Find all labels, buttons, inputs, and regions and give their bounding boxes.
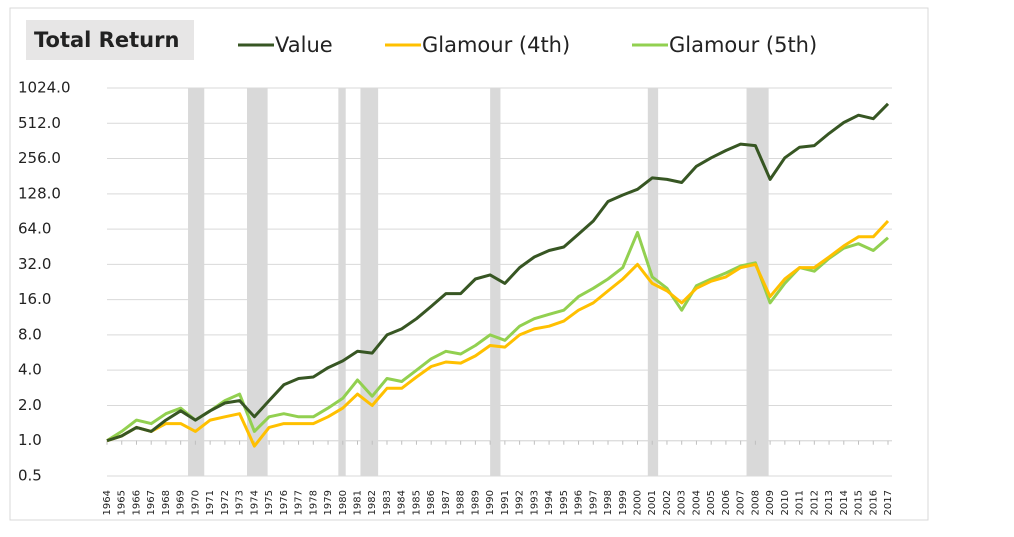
title-background bbox=[26, 20, 194, 60]
legend-label: Glamour (4th) bbox=[422, 33, 570, 57]
series-line bbox=[106, 219, 890, 448]
x-tick-label: 2007 bbox=[736, 490, 747, 515]
x-tick-label: 1999 bbox=[618, 490, 629, 515]
x-tick-label: 2014 bbox=[839, 490, 850, 515]
shaded-period bbox=[188, 88, 205, 476]
x-tick-label: 1974 bbox=[249, 490, 260, 515]
y-tick-label: 1.0 bbox=[18, 431, 42, 449]
x-tick-label: 2006 bbox=[721, 490, 732, 515]
x-tick-label: 1969 bbox=[176, 490, 187, 515]
x-tick-label: 1996 bbox=[574, 490, 585, 515]
x-tick-label: 1981 bbox=[353, 490, 364, 515]
x-tick-label: 1966 bbox=[131, 490, 142, 515]
x-tick-label: 1987 bbox=[441, 490, 452, 515]
x-tick-label: 1976 bbox=[279, 490, 290, 515]
x-tick-label: 2003 bbox=[677, 490, 688, 515]
x-tick-label: 1984 bbox=[397, 490, 408, 515]
x-tick-label: 1979 bbox=[323, 490, 334, 515]
x-tick-label: 1965 bbox=[117, 490, 128, 515]
legend-label: Glamour (5th) bbox=[669, 33, 817, 57]
y-tick-label: 0.5 bbox=[18, 467, 42, 485]
x-tick-label: 2011 bbox=[795, 490, 806, 515]
y-tick-label: 8.0 bbox=[18, 325, 42, 343]
x-tick-label: 2008 bbox=[750, 490, 761, 515]
x-tick-label: 1968 bbox=[161, 490, 172, 515]
shaded-period bbox=[746, 88, 769, 476]
x-tick-label: 1986 bbox=[426, 490, 437, 515]
shaded-period bbox=[360, 88, 379, 476]
legend-label: Value bbox=[275, 33, 333, 57]
shaded-period bbox=[338, 88, 346, 476]
chart-title: Total Return bbox=[34, 28, 179, 52]
y-tick-label: 512.0 bbox=[18, 114, 61, 132]
x-tick-label: 1972 bbox=[220, 490, 231, 515]
x-tick-label: 2005 bbox=[706, 490, 717, 515]
y-tick-label: 1024.0 bbox=[18, 79, 71, 97]
x-tick-label: 1988 bbox=[456, 490, 467, 515]
x-tick-label: 1992 bbox=[515, 490, 526, 515]
x-tick-label: 1973 bbox=[235, 490, 246, 515]
x-tick-label: 1998 bbox=[603, 490, 614, 515]
x-tick-label: 1995 bbox=[559, 490, 570, 515]
x-tick-label: 2013 bbox=[824, 490, 835, 515]
x-tick-label: 2009 bbox=[765, 490, 776, 515]
x-tick-label: 1978 bbox=[308, 490, 319, 515]
x-tick-label: 1971 bbox=[205, 490, 216, 515]
x-tick-label: 1964 bbox=[102, 490, 113, 515]
shaded-period bbox=[490, 88, 501, 476]
x-tick-label: 2012 bbox=[809, 490, 820, 515]
series-line bbox=[106, 102, 890, 443]
x-tick-label: 2010 bbox=[780, 490, 791, 515]
shaded-period bbox=[246, 88, 268, 476]
y-tick-label: 128.0 bbox=[18, 184, 61, 202]
x-tick-label: 1989 bbox=[470, 490, 481, 515]
x-tick-label: 2004 bbox=[691, 490, 702, 515]
x-tick-label: 1985 bbox=[411, 490, 422, 515]
x-tick-label: 2002 bbox=[662, 490, 673, 515]
x-tick-label: 1990 bbox=[485, 490, 496, 515]
x-tick-label: 2015 bbox=[854, 490, 865, 515]
x-tick-label: 1991 bbox=[500, 490, 511, 515]
x-tick-label: 2000 bbox=[632, 490, 643, 515]
x-tick-label: 1983 bbox=[382, 490, 393, 515]
x-tick-label: 2016 bbox=[868, 490, 879, 515]
y-tick-label: 32.0 bbox=[18, 255, 51, 273]
x-tick-label: 1982 bbox=[367, 490, 378, 515]
x-tick-label: 2001 bbox=[647, 490, 658, 515]
x-tick-label: 1967 bbox=[146, 490, 157, 515]
x-tick-label: 1975 bbox=[264, 490, 275, 515]
x-tick-label: 2017 bbox=[883, 490, 894, 515]
y-tick-label: 16.0 bbox=[18, 290, 51, 308]
x-tick-label: 1993 bbox=[529, 490, 540, 515]
y-tick-label: 4.0 bbox=[18, 361, 42, 379]
x-tick-label: 1980 bbox=[338, 490, 349, 515]
x-tick-label: 1994 bbox=[544, 490, 555, 515]
legend: Value Glamour (4th) Glamour (5th) bbox=[238, 33, 817, 57]
x-tick-label: 1997 bbox=[588, 490, 599, 515]
x-tick-label: 1977 bbox=[294, 490, 305, 515]
x-tick-label: 1970 bbox=[190, 490, 201, 515]
y-tick-label: 64.0 bbox=[18, 220, 51, 238]
y-tick-label: 2.0 bbox=[18, 396, 42, 414]
y-tick-label: 256.0 bbox=[18, 149, 61, 167]
